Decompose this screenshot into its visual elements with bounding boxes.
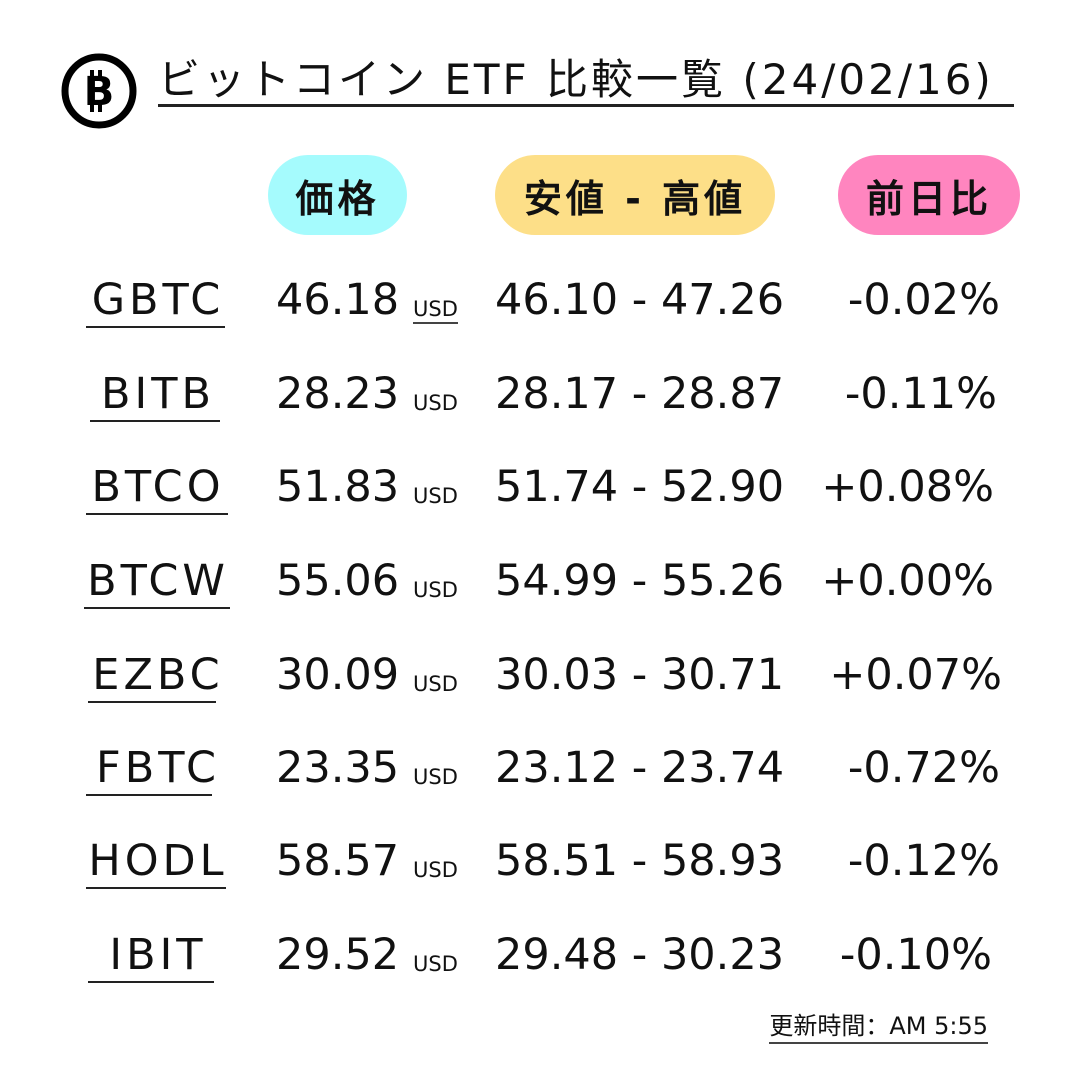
column-header-change: 前日比 (838, 155, 1020, 235)
price-value: 55.06 (276, 556, 400, 606)
ticker-link[interactable]: BTCW (87, 556, 229, 606)
ticker-link[interactable]: HODL (88, 836, 228, 886)
range-value: 51.74 - 52.90 (495, 462, 785, 512)
ticker-underline (86, 887, 226, 889)
currency-label: USD (413, 484, 458, 508)
change-value: -0.12% (847, 836, 1000, 886)
column-header-range: 安値 - 高値 (495, 155, 775, 235)
table-row: GBTC 46.18 USD 46.10 - 47.26 -0.02% (0, 270, 1080, 330)
change-value: -0.11% (844, 369, 997, 419)
price-value: 23.35 (276, 743, 400, 793)
ticker-link[interactable]: EZBC (92, 650, 224, 700)
range-value: 46.10 - 47.26 (495, 275, 785, 325)
range-value: 30.03 - 30.71 (495, 650, 785, 700)
price-value: 46.18 (276, 275, 400, 325)
title-underline (158, 104, 1014, 107)
table-row: BITB 28.23 USD 28.17 - 28.87 -0.11% (0, 364, 1080, 424)
change-value: -0.02% (847, 275, 1000, 325)
change-value: +0.07% (829, 650, 1002, 700)
range-value: 23.12 - 23.74 (495, 743, 785, 793)
ticker-underline (86, 326, 225, 328)
column-header-price: 価格 (268, 155, 407, 235)
price-value: 29.52 (276, 930, 400, 980)
price-value: 58.57 (276, 836, 400, 886)
ticker-link[interactable]: BITB (101, 369, 215, 419)
ticker-underline (88, 701, 216, 703)
ticker-link[interactable]: FBTC (95, 743, 220, 793)
range-value: 28.17 - 28.87 (495, 369, 785, 419)
price-value: 28.23 (276, 369, 400, 419)
table-row: IBIT 29.52 USD 29.48 - 30.23 -0.10% (0, 925, 1080, 985)
currency-label: USD (413, 391, 458, 415)
table-row: BTCW 55.06 USD 54.99 - 55.26 +0.00% (0, 551, 1080, 611)
price-value: 30.09 (276, 650, 400, 700)
ticker-underline (90, 420, 220, 422)
price-value: 51.83 (276, 462, 400, 512)
range-value: 29.48 - 30.23 (495, 930, 785, 980)
currency-label: USD (413, 952, 458, 976)
currency-label: USD (413, 858, 458, 882)
change-value: +0.00% (821, 556, 994, 606)
ticker-underline (84, 607, 230, 609)
currency-label: USD (413, 765, 458, 789)
bitcoin-icon: B (60, 52, 138, 130)
range-value: 54.99 - 55.26 (495, 556, 785, 606)
ticker-link[interactable]: IBIT (109, 930, 207, 980)
ticker-link[interactable]: GBTC (91, 275, 225, 325)
currency-label: USD (413, 296, 458, 324)
change-value: -0.10% (839, 930, 992, 980)
table-row: BTCO 51.83 USD 51.74 - 52.90 +0.08% (0, 457, 1080, 517)
currency-label: USD (413, 672, 458, 696)
table-row: EZBC 30.09 USD 30.03 - 30.71 +0.07% (0, 645, 1080, 705)
change-value: -0.72% (847, 743, 1000, 793)
change-value: +0.08% (821, 462, 994, 512)
updated-time: 更新時間：AM 5:55 (769, 1010, 988, 1044)
ticker-underline (88, 981, 214, 983)
page-title: ビットコイン ETF 比較一覧 (24/02/16) (158, 55, 994, 104)
ticker-underline (86, 794, 212, 796)
table-row: HODL 58.57 USD 58.51 - 58.93 -0.12% (0, 831, 1080, 891)
table-row: FBTC 23.35 USD 23.12 - 23.74 -0.72% (0, 738, 1080, 798)
currency-label: USD (413, 578, 458, 602)
ticker-link[interactable]: BTCO (91, 462, 225, 512)
ticker-underline (86, 513, 228, 515)
range-value: 58.51 - 58.93 (495, 836, 785, 886)
